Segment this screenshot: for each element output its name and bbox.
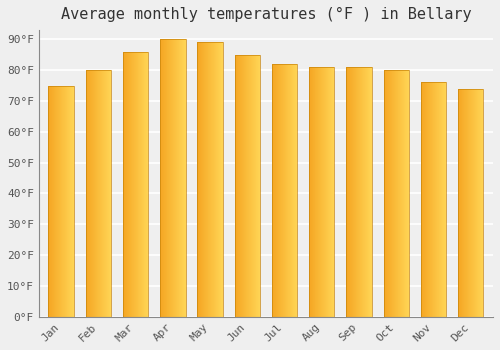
Bar: [421, 83, 446, 317]
Bar: [458, 89, 483, 317]
Bar: [48, 85, 74, 317]
Title: Average monthly temperatures (°F ) in Bellary: Average monthly temperatures (°F ) in Be…: [60, 7, 471, 22]
Bar: [346, 67, 372, 317]
Bar: [234, 55, 260, 317]
Bar: [160, 39, 186, 317]
Bar: [86, 70, 111, 317]
Bar: [123, 52, 148, 317]
Bar: [272, 64, 297, 317]
Bar: [309, 67, 334, 317]
Bar: [384, 70, 409, 317]
Bar: [198, 42, 222, 317]
